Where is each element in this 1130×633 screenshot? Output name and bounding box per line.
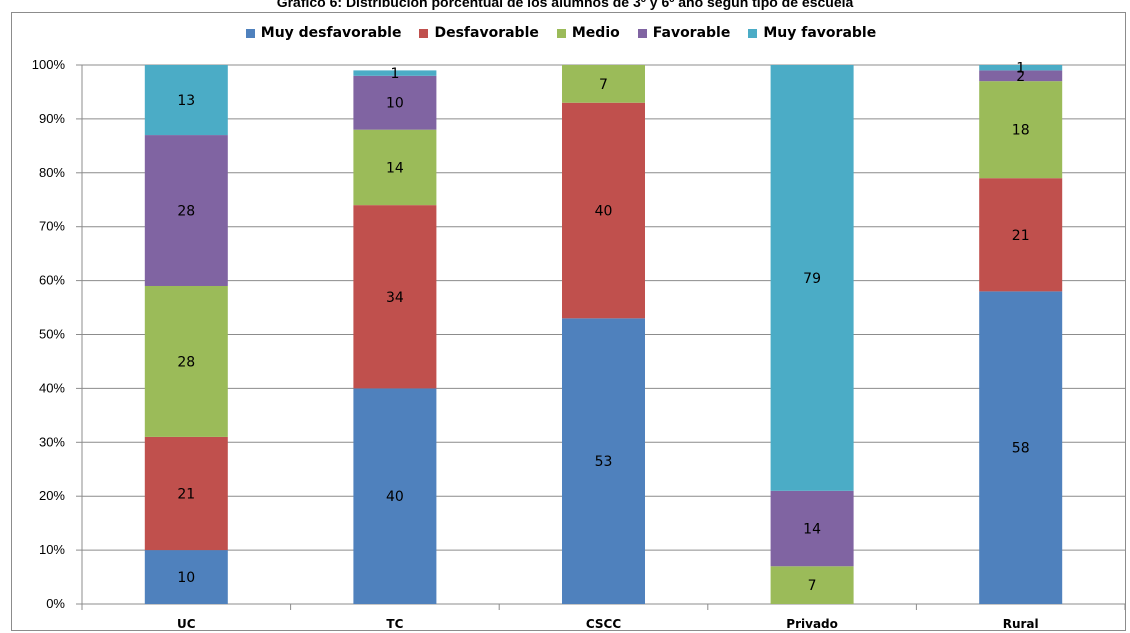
bar-segment bbox=[353, 75, 437, 130]
legend-swatch bbox=[556, 28, 566, 38]
data-label: 58 bbox=[1012, 441, 1030, 457]
legend-label: Muy desfavorable bbox=[260, 25, 402, 41]
data-label: 79 bbox=[803, 271, 821, 287]
legend-label: Muy favorable bbox=[763, 25, 877, 41]
legend-swatch bbox=[245, 28, 255, 38]
legend: Muy desfavorable Desfavorable Medio Favo… bbox=[0, 25, 1130, 41]
data-label: 14 bbox=[386, 160, 404, 176]
legend-swatch bbox=[419, 28, 429, 38]
bar-segment bbox=[979, 65, 1063, 71]
legend-swatch bbox=[637, 28, 647, 38]
bar-segment bbox=[144, 135, 228, 286]
data-label: 40 bbox=[595, 204, 613, 220]
x-category-label: UC bbox=[177, 617, 196, 631]
y-tick-label: 100% bbox=[32, 57, 66, 72]
bar-segment bbox=[979, 291, 1063, 604]
bar-segment bbox=[144, 436, 228, 551]
data-label: 13 bbox=[177, 93, 195, 109]
legend-label: Favorable bbox=[652, 25, 731, 41]
x-category-label: Rural bbox=[1003, 617, 1039, 631]
bar-segment bbox=[979, 70, 1063, 82]
legend-item-medio: Medio bbox=[556, 25, 620, 41]
data-label: 10 bbox=[177, 570, 195, 586]
y-tick-label: 40% bbox=[39, 380, 65, 395]
y-tick-label: 10% bbox=[39, 542, 65, 557]
legend-label: Medio bbox=[571, 25, 620, 41]
legend-swatch bbox=[748, 28, 758, 38]
data-label: 53 bbox=[595, 454, 613, 470]
bar-segment bbox=[353, 129, 437, 206]
y-tick-label: 20% bbox=[39, 488, 65, 503]
bar-segment bbox=[562, 65, 645, 103]
bar-segment bbox=[562, 102, 645, 319]
bar-segment bbox=[770, 65, 854, 491]
data-label: 34 bbox=[386, 290, 404, 306]
legend-item-muy-favorable: Muy favorable bbox=[748, 25, 876, 41]
bar-segment bbox=[353, 205, 437, 389]
y-tick-label: 30% bbox=[39, 434, 65, 449]
y-tick-label: 60% bbox=[39, 273, 65, 288]
legend-item-muy-desfavorable: Muy desfavorable bbox=[245, 25, 402, 41]
data-label: 14 bbox=[803, 522, 821, 538]
y-tick-label: 70% bbox=[39, 219, 65, 234]
legend-item-desfavorable: Desfavorable bbox=[419, 25, 539, 41]
bar-segment bbox=[770, 490, 854, 567]
y-tick-label: 0% bbox=[46, 596, 65, 611]
data-label: 1 bbox=[1016, 61, 1025, 77]
bar-segment bbox=[144, 285, 228, 437]
data-label: 28 bbox=[177, 204, 195, 220]
data-label: 1 bbox=[390, 66, 399, 82]
bar-segment bbox=[770, 566, 854, 604]
data-label: 21 bbox=[1012, 228, 1030, 244]
y-tick-label: 80% bbox=[39, 165, 65, 180]
legend-item-favorable: Favorable bbox=[637, 25, 731, 41]
data-label: 10 bbox=[386, 96, 404, 112]
data-label: 2 bbox=[1016, 69, 1025, 85]
x-category-label: CSCC bbox=[586, 617, 621, 631]
data-label: 21 bbox=[177, 487, 195, 503]
bar-segment bbox=[144, 550, 228, 604]
data-label: 18 bbox=[1012, 123, 1030, 139]
y-tick-label: 50% bbox=[39, 327, 65, 342]
chart-title: Gráfico 6: Distribución porcentual de lo… bbox=[276, 0, 854, 10]
data-label: 28 bbox=[177, 354, 195, 370]
y-tick-label: 90% bbox=[39, 111, 65, 126]
data-label: 7 bbox=[599, 77, 608, 93]
data-label: 7 bbox=[808, 578, 817, 594]
bar-segment bbox=[979, 178, 1063, 292]
bar-segment bbox=[562, 318, 645, 604]
x-category-label: Privado bbox=[786, 617, 838, 631]
bar-segment bbox=[144, 65, 228, 136]
x-category-label: TC bbox=[386, 617, 403, 631]
data-label: 40 bbox=[386, 489, 404, 505]
bar-segment bbox=[353, 388, 437, 604]
legend-label: Desfavorable bbox=[434, 25, 539, 41]
bar-segment bbox=[979, 81, 1063, 179]
bar-segment bbox=[353, 70, 437, 76]
